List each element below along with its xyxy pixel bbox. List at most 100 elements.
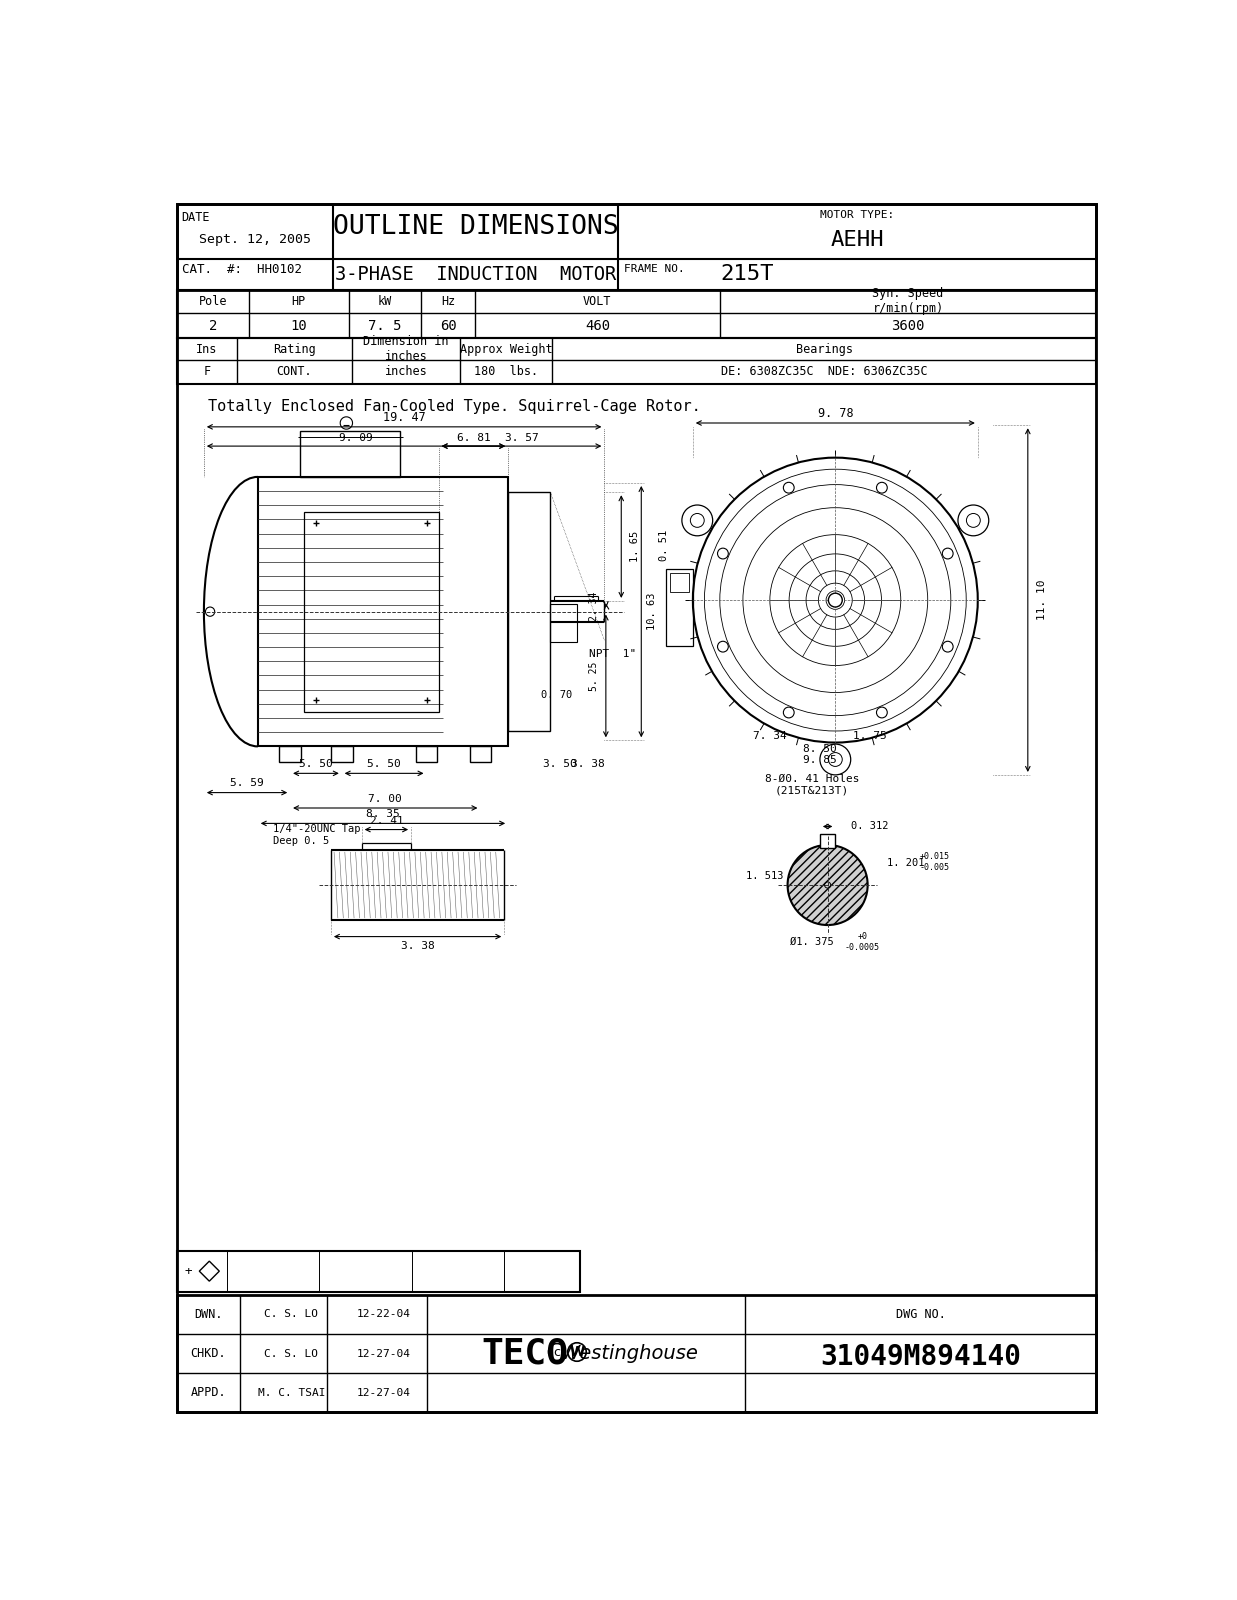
Circle shape <box>877 482 887 493</box>
Text: 3. 38: 3. 38 <box>570 758 604 770</box>
Text: 180  lbs.: 180 lbs. <box>474 365 538 378</box>
Text: Ø1. 375: Ø1. 375 <box>790 938 834 947</box>
Text: CONT.: CONT. <box>277 365 312 378</box>
Text: c: c <box>553 1346 560 1358</box>
Circle shape <box>820 744 851 774</box>
Text: VOLT: VOLT <box>583 294 611 307</box>
Text: 31049M894140: 31049M894140 <box>820 1344 1022 1371</box>
Text: APPD.: APPD. <box>190 1386 226 1400</box>
Bar <box>177 1251 580 1291</box>
Circle shape <box>788 845 867 925</box>
Bar <box>332 746 353 762</box>
Text: DE: 6308ZC35C  NDE: 6306ZC35C: DE: 6308ZC35C NDE: 6306ZC35C <box>721 365 928 378</box>
Text: 9. 85: 9. 85 <box>803 755 836 765</box>
Text: 5. 50: 5. 50 <box>299 758 333 770</box>
Text: Hz: Hz <box>440 294 455 307</box>
Circle shape <box>312 696 319 704</box>
Bar <box>508 493 550 731</box>
Bar <box>177 290 1096 338</box>
Bar <box>177 338 1096 384</box>
Text: C. S. LO: C. S. LO <box>265 1309 318 1320</box>
Circle shape <box>423 520 430 526</box>
Text: Totally Enclosed Fan-Cooled Type. Squirrel-Cage Rotor.: Totally Enclosed Fan-Cooled Type. Squirr… <box>208 400 700 414</box>
Text: FRAME NO.: FRAME NO. <box>625 264 685 274</box>
Text: 5. 25: 5. 25 <box>589 661 599 691</box>
Text: 7. 34: 7. 34 <box>753 731 787 741</box>
Text: 2. 34: 2. 34 <box>589 592 599 621</box>
Text: 1. 65: 1. 65 <box>630 531 640 562</box>
Bar <box>177 1294 1096 1413</box>
Text: Dimension in
inches: Dimension in inches <box>364 334 449 363</box>
Text: Sept. 12, 2005: Sept. 12, 2005 <box>199 234 312 246</box>
Text: +: + <box>184 1264 192 1278</box>
Text: M. C. TSAI: M. C. TSAI <box>257 1387 325 1398</box>
Bar <box>280 746 301 762</box>
Text: 3. 50: 3. 50 <box>543 758 576 770</box>
Text: 3. 38: 3. 38 <box>401 941 434 950</box>
Text: 0. 312: 0. 312 <box>851 821 888 832</box>
Circle shape <box>943 549 952 558</box>
Bar <box>177 203 1096 290</box>
Circle shape <box>682 506 713 536</box>
Text: 19. 47: 19. 47 <box>382 411 426 424</box>
Text: 0. 51: 0. 51 <box>659 530 669 562</box>
Text: 7. 5: 7. 5 <box>369 318 402 333</box>
Text: 9. 78: 9. 78 <box>818 408 854 421</box>
Text: TECO: TECO <box>481 1336 568 1371</box>
Text: 3. 57: 3. 57 <box>505 432 538 443</box>
Text: DWN.: DWN. <box>194 1307 223 1320</box>
Text: 3600: 3600 <box>892 318 925 333</box>
Circle shape <box>783 482 794 493</box>
Text: 5. 59: 5. 59 <box>230 778 263 789</box>
Circle shape <box>957 506 988 536</box>
Text: OUTLINE DIMENSIONS: OUTLINE DIMENSIONS <box>333 214 618 240</box>
Text: 0. 70: 0. 70 <box>541 690 573 699</box>
Text: Pole: Pole <box>198 294 228 307</box>
Text: 12-27-04: 12-27-04 <box>356 1349 411 1358</box>
Text: 7. 00: 7. 00 <box>369 794 402 803</box>
Text: F: F <box>203 365 210 378</box>
Text: 6. 81: 6. 81 <box>456 432 490 443</box>
Text: 12-27-04: 12-27-04 <box>356 1387 411 1398</box>
Text: 2: 2 <box>209 318 216 333</box>
Text: 9. 09: 9. 09 <box>339 432 372 443</box>
Text: 1/4"-20UNC Tap
Deep 0. 5: 1/4"-20UNC Tap Deep 0. 5 <box>273 824 361 846</box>
Text: Syn. Speed
r/min(rpm): Syn. Speed r/min(rpm) <box>872 288 944 315</box>
Bar <box>669 573 689 592</box>
Text: CAT.  #:  HH0102: CAT. #: HH0102 <box>182 262 302 275</box>
Bar <box>301 430 401 477</box>
Circle shape <box>877 707 887 718</box>
Text: 11. 10: 11. 10 <box>1037 579 1047 621</box>
Text: 2. 41: 2. 41 <box>370 816 403 826</box>
Circle shape <box>717 642 729 653</box>
Circle shape <box>783 707 794 718</box>
Text: DATE: DATE <box>182 211 210 224</box>
Text: 1. 513: 1. 513 <box>746 870 783 880</box>
Text: 10: 10 <box>291 318 307 333</box>
Text: 8. 35: 8. 35 <box>366 810 400 819</box>
Text: +0
-0.0005: +0 -0.0005 <box>845 933 880 952</box>
Text: Ins: Ins <box>197 342 218 355</box>
Text: NPT  1": NPT 1" <box>589 650 636 659</box>
Bar <box>304 512 439 712</box>
Text: kW: kW <box>377 294 392 307</box>
Circle shape <box>423 696 430 704</box>
Text: 60: 60 <box>439 318 456 333</box>
Bar <box>257 477 508 746</box>
Text: Approx Weight: Approx Weight <box>460 342 553 355</box>
Text: 5. 50: 5. 50 <box>367 758 401 770</box>
Circle shape <box>829 594 842 606</box>
Bar <box>470 746 491 762</box>
Text: 8. 50: 8. 50 <box>803 744 836 754</box>
Text: 1. 201: 1. 201 <box>887 859 924 869</box>
Text: 3-PHASE  INDUCTION  MOTOR: 3-PHASE INDUCTION MOTOR <box>335 266 616 283</box>
Bar <box>416 746 437 762</box>
Bar <box>550 603 578 643</box>
Text: 12-22-04: 12-22-04 <box>356 1309 411 1320</box>
Text: inches: inches <box>385 365 428 378</box>
Text: +0.015
-0.005: +0.015 -0.005 <box>920 853 950 872</box>
Text: W: W <box>569 1346 585 1358</box>
Text: Rating: Rating <box>273 342 315 355</box>
Circle shape <box>312 520 319 526</box>
Text: DWG NO.: DWG NO. <box>896 1307 946 1320</box>
